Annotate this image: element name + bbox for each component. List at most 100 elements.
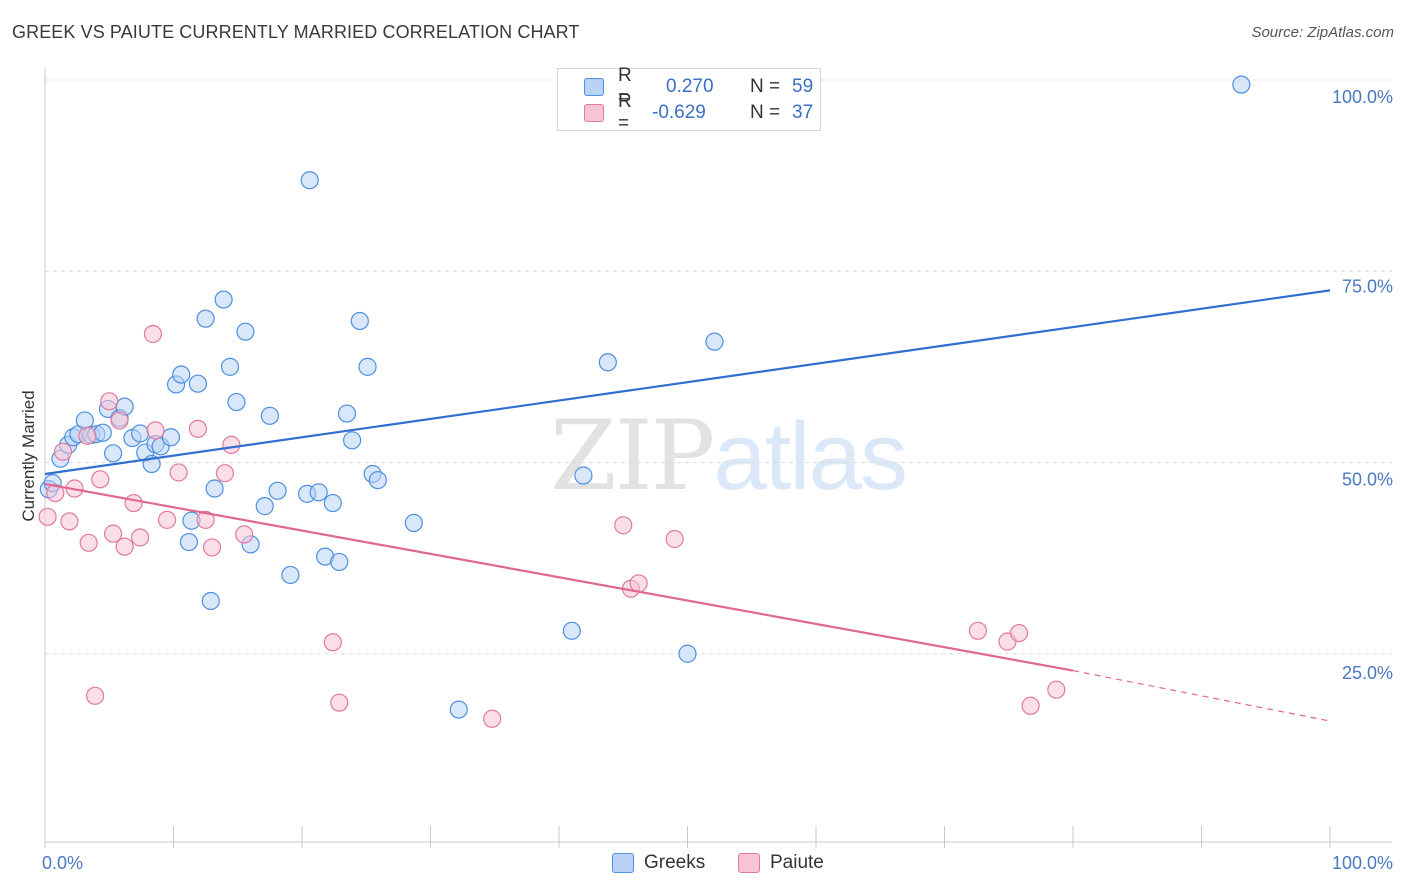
greeks-points [39,71,1251,719]
paiute-point [38,507,57,526]
greeks-point [598,353,617,372]
paiute-point [202,538,222,557]
watermark-zip: ZIP [550,400,715,512]
greeks-point [343,431,362,450]
greeks-point [220,357,240,376]
paiute-point [1021,696,1040,715]
series-legend: Greeks Paiute [0,852,1406,876]
greeks-point [196,309,215,328]
paiute-point [146,421,165,440]
paiute-point [968,621,988,640]
greeks-point [205,479,224,498]
legend-row-paiute: R = -0.629 N = 37 [584,91,814,134]
greeks-point [1232,75,1251,94]
paiute-point [130,528,150,547]
greeks-point [214,290,233,309]
paiute-point [100,392,119,411]
r-label: R = [618,65,632,108]
paiute-legend-label: Paiute [770,852,824,873]
tick-labels: 25.0% 50.0% 75.0% 100.0% 0.0% 100.0% [42,87,1393,873]
paiute-point [143,324,163,344]
paiute-point [79,533,98,552]
watermark: ZIPatlas [550,400,908,512]
greeks-point [188,374,208,393]
y-tick-label: 100.0% [1332,87,1393,107]
r-value: -0.629 [652,102,706,123]
y-tick-label: 50.0% [1342,470,1393,490]
n-label: N = [750,102,781,123]
paiute-swatch [584,104,604,122]
greeks-point [161,428,181,447]
watermark-atlas: atlas [713,403,908,510]
greeks-point [323,493,342,513]
greeks-point [236,322,255,341]
paiute-point [215,464,234,483]
paiute-point [46,484,65,503]
greeks-point [449,700,468,719]
paiute-point [1047,680,1066,699]
r-value: 0.270 [666,76,714,97]
paiute-point [614,516,633,535]
paiute-point [169,463,188,482]
greeks-point [255,497,274,516]
legend-item-paiute[interactable]: Paiute [738,852,824,874]
greeks-legend-swatch [612,853,634,873]
chart-title: GREEK VS PAIUTE CURRENTLY MARRIED CORREL… [12,22,580,42]
greeks-point [404,513,423,533]
greeks-point [172,365,191,384]
trend-lines [44,289,1331,722]
greeks-swatch [584,78,604,96]
paiute-point [60,512,79,531]
greeks-point [260,406,279,425]
n-label: N = [750,76,781,97]
paiute-legend-swatch [738,853,760,873]
paiute-trend-extension [1072,669,1331,722]
paiute-point [91,470,110,489]
greeks-point [562,621,581,640]
paiute-point [629,574,648,593]
paiute-point [323,633,342,652]
paiute-trend-line [44,482,1074,672]
paiute-point [235,525,254,544]
x-tick-label: 0.0% [42,853,83,873]
n-value: 37 [792,102,814,123]
paiute-point [196,510,215,529]
paiute-point [124,493,143,513]
greeks-point [350,311,369,331]
paiute-point [330,693,349,712]
paiute-point [104,524,123,543]
greeks-point [179,532,199,552]
paiute-point [86,686,105,705]
source-credit: Source: ZipAtlas.com [1251,24,1394,41]
legend-item-greeks[interactable]: Greeks [612,852,705,874]
paiute-point [53,442,73,461]
greeks-point [281,565,300,585]
paiute-point [1009,623,1029,643]
greeks-point [368,470,387,490]
greeks-point [358,357,377,376]
greeks-point [309,483,328,502]
paiute-point [157,510,177,529]
paiute-point [222,435,241,455]
greeks-point [337,404,357,423]
grid-lines [45,79,1392,655]
y-axis-label: Currently Married [19,390,38,521]
r-label: R = [618,91,632,134]
greeks-point [300,171,319,190]
legend-row-greeks: R = 0.270 N = 59 [584,65,813,108]
axes [44,68,1392,848]
greeks-point [227,392,246,412]
greeks-point [330,552,349,572]
greeks-legend-label: Greeks [644,852,706,873]
paiute-point [483,709,502,728]
x-tick-label: 100.0% [1332,853,1393,873]
paiute-point [188,419,208,438]
greeks-trend-line [44,289,1331,476]
greeks-point [201,591,220,611]
correlation-legend: R = 0.270 N = 59 R = -0.629 N = 37 [557,65,821,134]
greeks-point [93,423,112,442]
greeks-point [104,444,123,463]
y-tick-label: 25.0% [1342,663,1393,683]
greeks-point [678,644,697,663]
